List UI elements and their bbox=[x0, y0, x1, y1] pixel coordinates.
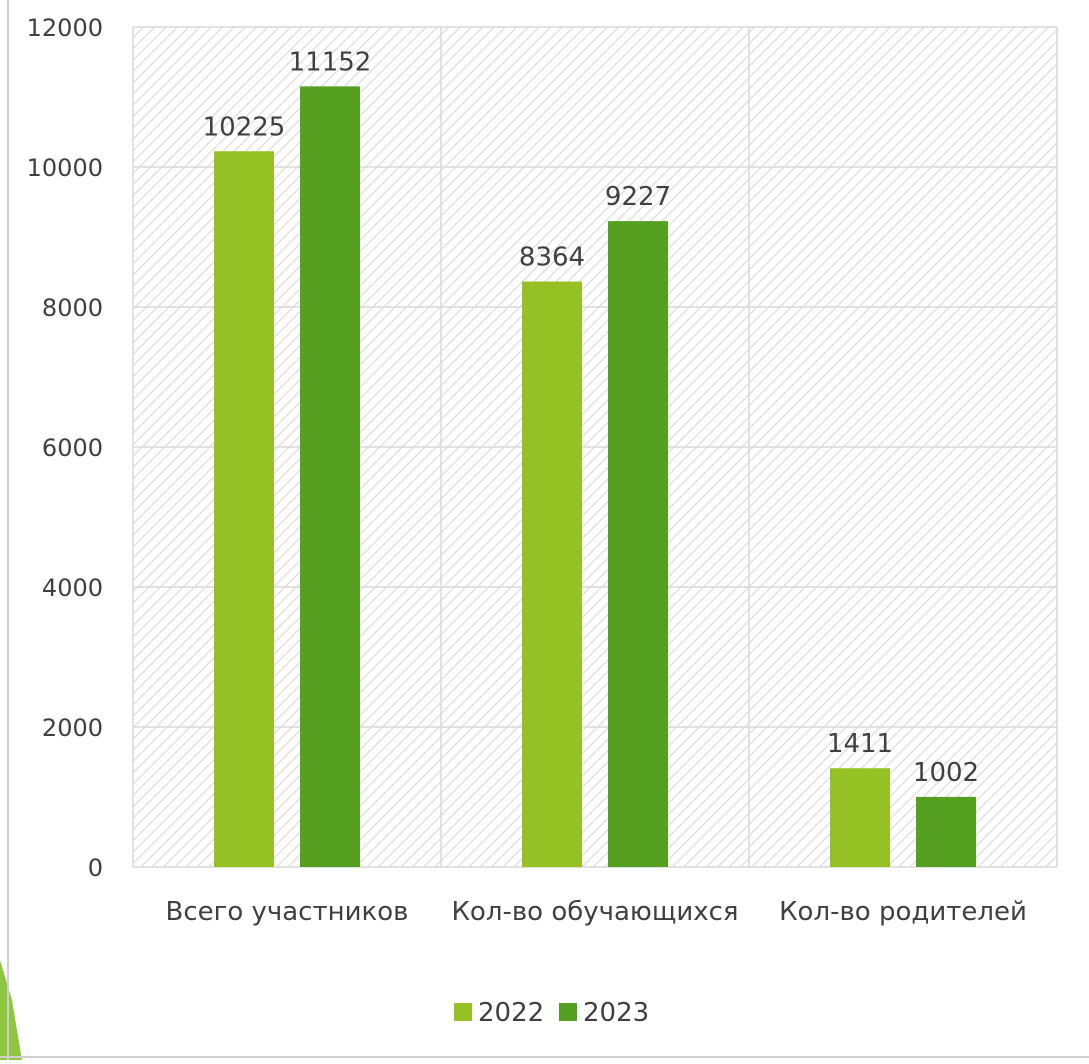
bar-2023-1 bbox=[608, 221, 668, 868]
legend-item-2022[interactable]: 2022 bbox=[454, 998, 544, 1028]
bars bbox=[214, 86, 976, 868]
data-label: 1002 bbox=[913, 758, 979, 788]
y-tick-label: 10000 bbox=[27, 154, 103, 182]
y-tick-label: 8000 bbox=[42, 294, 103, 322]
y-tick-label: 2000 bbox=[42, 714, 103, 742]
y-tick-label: 12000 bbox=[27, 14, 103, 42]
legend-swatch bbox=[559, 1003, 577, 1021]
gridlines bbox=[132, 26, 1058, 868]
data-labels: 10225 11152 8364 9227 1411 1002 bbox=[203, 47, 979, 788]
y-tick-label: 6000 bbox=[42, 434, 103, 462]
legend-label: 2023 bbox=[583, 998, 649, 1028]
legend-label: 2022 bbox=[478, 998, 544, 1028]
legend-swatch bbox=[454, 1003, 472, 1021]
x-axis: Всего участников Кол-во обучающихся Кол-во… bbox=[166, 897, 1027, 927]
x-category-label: Кол-во обучающихся bbox=[451, 897, 738, 927]
legend[interactable]: 2022 2023 bbox=[454, 998, 649, 1028]
bar-2022-1 bbox=[522, 281, 582, 867]
y-axis: 0 2000 4000 6000 8000 10000 12000 bbox=[27, 14, 103, 882]
y-tick-label: 0 bbox=[88, 854, 103, 882]
bar-2023-2 bbox=[916, 796, 976, 867]
x-category-label: Всего участников bbox=[166, 897, 409, 927]
data-label: 11152 bbox=[289, 47, 372, 77]
data-label: 8364 bbox=[519, 243, 585, 273]
data-label: 9227 bbox=[605, 182, 671, 212]
data-label: 1411 bbox=[827, 729, 893, 759]
legend-item-2023[interactable]: 2023 bbox=[559, 998, 649, 1028]
bar-2022-2 bbox=[830, 768, 890, 867]
y-tick-label: 4000 bbox=[42, 574, 103, 602]
slide-accent-triangle bbox=[0, 960, 22, 1060]
x-category-label: Кол-во родителей bbox=[779, 897, 1027, 927]
data-label: 10225 bbox=[203, 112, 286, 142]
bar-2022-0 bbox=[214, 151, 274, 867]
bar-2023-0 bbox=[300, 86, 360, 868]
